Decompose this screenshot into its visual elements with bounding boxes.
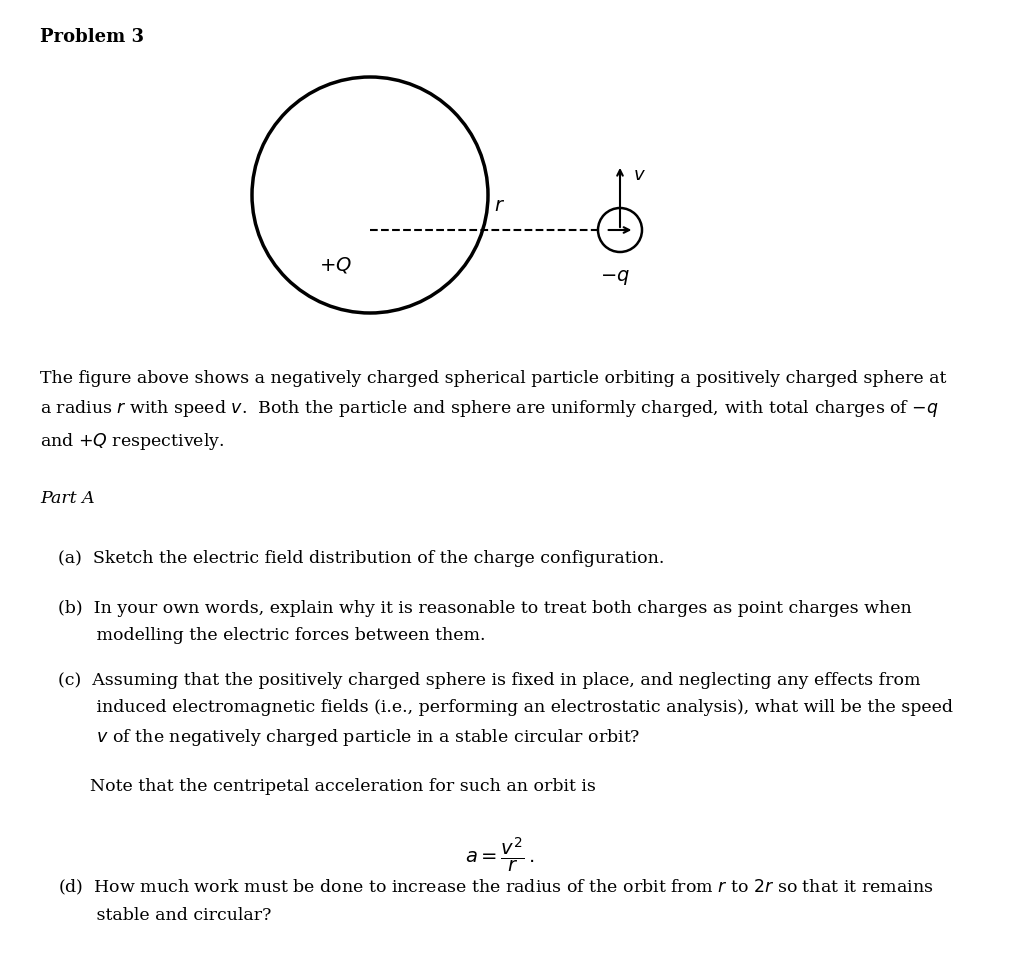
Text: The figure above shows a negatively charged spherical particle orbiting a positi: The figure above shows a negatively char… — [40, 370, 946, 452]
Text: (d)  How much work must be done to increase the radius of the orbit from $r$ to : (d) How much work must be done to increa… — [58, 878, 934, 924]
Text: Note that the centripetal acceleration for such an orbit is: Note that the centripetal acceleration f… — [90, 778, 596, 795]
Text: $-q$: $-q$ — [600, 268, 630, 287]
Text: (b)  In your own words, explain why it is reasonable to treat both charges as po: (b) In your own words, explain why it is… — [58, 600, 911, 643]
Text: $r$: $r$ — [495, 197, 506, 215]
Text: $a = \dfrac{v^2}{r}\,.$: $a = \dfrac{v^2}{r}\,.$ — [465, 835, 535, 874]
Text: $v$: $v$ — [633, 166, 646, 184]
Text: (a)  Sketch the electric field distribution of the charge configuration.: (a) Sketch the electric field distributi… — [58, 550, 665, 567]
Text: Part A: Part A — [40, 490, 94, 507]
Text: (c)  Assuming that the positively charged sphere is fixed in place, and neglecti: (c) Assuming that the positively charged… — [58, 672, 953, 748]
Text: Problem 3: Problem 3 — [40, 28, 144, 46]
Text: $+Q$: $+Q$ — [318, 255, 351, 275]
